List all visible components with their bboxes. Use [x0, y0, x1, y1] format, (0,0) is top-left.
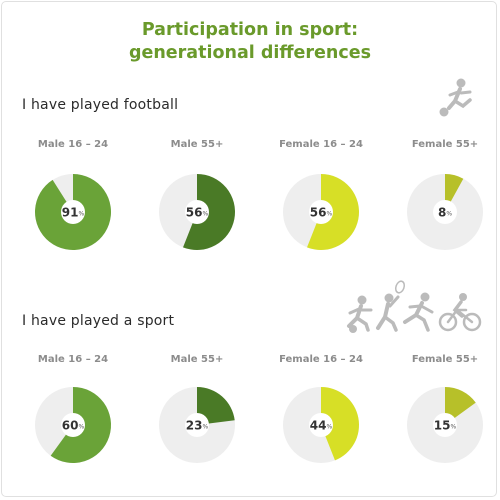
donut-segment [183, 174, 235, 250]
football-icon [347, 295, 373, 333]
tennis-player-icon [376, 280, 406, 332]
donut-hole [185, 200, 209, 224]
donut-value-label: 56% [186, 206, 209, 220]
donut-segment [445, 387, 476, 419]
runner-icon [403, 292, 434, 332]
donut-value-label: 91% [62, 206, 85, 220]
infographic-title: Participation in sport: generational dif… [0, 19, 500, 65]
donut-value-label: 15% [434, 419, 457, 433]
donut-hole [185, 413, 209, 437]
group-label: Male 16 – 24 [37, 139, 109, 150]
donut-segment [321, 387, 360, 461]
donut-value-label: 44% [310, 419, 333, 433]
title-line-1: Participation in sport: [141, 20, 359, 40]
donut-value-label: 60% [62, 419, 85, 433]
cyclist-icon [438, 293, 482, 332]
group-label: Female 16 – 24 [279, 139, 363, 150]
donut-value-label: 8% [438, 206, 452, 220]
section-title-football: I have played football [22, 97, 179, 113]
group-label: Female 16 – 24 [279, 354, 363, 365]
group-label: Male 55+ [170, 354, 224, 365]
donut-segment [50, 387, 111, 464]
football-player-icon [439, 78, 472, 117]
group-label: Male 55+ [170, 139, 224, 150]
group-label: Female 55+ [411, 354, 479, 365]
donut-hole [61, 413, 85, 437]
donut-hole [433, 200, 457, 224]
donut-value-label: 23% [186, 419, 209, 433]
title-line-2: generational differences [128, 43, 372, 63]
donut-segment [307, 174, 359, 250]
donut-hole [309, 413, 333, 437]
group-label: Male 16 – 24 [37, 354, 109, 365]
donut-segment [445, 174, 464, 203]
group-label: Female 55+ [411, 139, 479, 150]
donut-segment [197, 387, 235, 424]
section-title-sport: I have played a sport [22, 313, 175, 329]
donut-hole [433, 413, 457, 437]
donut-hole [61, 200, 85, 224]
donut-hole [309, 200, 333, 224]
donut-value-label: 56% [310, 206, 333, 220]
donut-segment [34, 174, 111, 250]
